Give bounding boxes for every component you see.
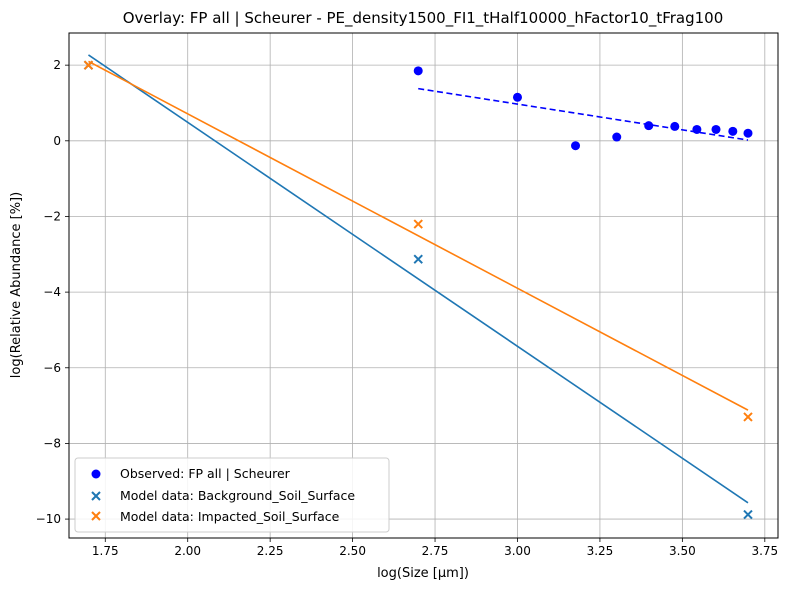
legend-box (74, 457, 390, 533)
data-point-observed (512, 92, 522, 102)
axes-frame (68, 32, 779, 539)
data-point-observed (644, 121, 654, 131)
legend-label-impacted: Model data: Impacted_Soil_Surface (120, 509, 340, 524)
ticks: 1.75 2.00 2.25 2.50 2.75 3.00 3.25 3.50 3.75 −10 −… (36, 58, 778, 558)
x-tick-label: 3.25 (587, 544, 614, 558)
plot-area (69, 33, 778, 538)
y-tick-label: −8 (43, 436, 61, 450)
x-axis-label: log(Size [μm]) (377, 566, 469, 581)
x-tick-label: 1.75 (92, 544, 119, 558)
legend-marker-impacted (91, 511, 101, 521)
y-axis-label: log(Relative Abundance [%]) (9, 192, 24, 378)
data-points (83, 60, 753, 520)
x-tick-label: 2.75 (422, 544, 449, 558)
data-point-observed (571, 141, 581, 151)
x-tick-label: 3.00 (504, 544, 531, 558)
legend-label-background: Model data: Background_Soil_Surface (120, 488, 355, 503)
fit-line-1 (88, 54, 749, 504)
data-point-observed (670, 121, 680, 131)
x-tick-label: 2.00 (174, 544, 201, 558)
data-point-model-2 (413, 219, 423, 229)
data-point-model-1 (413, 254, 423, 264)
legend-marker-background (91, 491, 101, 501)
x-tick-label: 3.50 (669, 544, 696, 558)
x-tick-label: 2.25 (257, 544, 284, 558)
data-point-model-2 (743, 412, 753, 422)
y-tick-label: 2 (53, 58, 61, 72)
x-tick-label: 2.50 (339, 544, 366, 558)
data-point-observed (612, 132, 622, 142)
x-tick-label: 3.75 (751, 544, 778, 558)
legend-marker-observed (91, 469, 101, 479)
data-point-model-1 (743, 509, 753, 520)
legend: Observed: FP all | Scheurer Model data: … (74, 457, 390, 533)
data-point-observed (728, 126, 738, 136)
chart-title: Overlay: FP all | Scheurer - PE_density1… (123, 9, 724, 28)
y-tick-label: −10 (36, 512, 61, 526)
y-tick-label: 0 (53, 134, 61, 148)
data-point-observed (413, 66, 423, 76)
y-tick-label: −6 (43, 361, 61, 375)
legend-label-observed: Observed: FP all | Scheurer (120, 466, 291, 481)
data-point-observed (692, 124, 702, 134)
data-point-observed (711, 124, 721, 134)
data-point-observed (743, 128, 753, 138)
y-tick-label: −2 (43, 209, 61, 223)
data-point-model-2 (83, 60, 94, 70)
y-tick-label: −4 (43, 285, 61, 299)
fit-line-2 (88, 60, 749, 411)
